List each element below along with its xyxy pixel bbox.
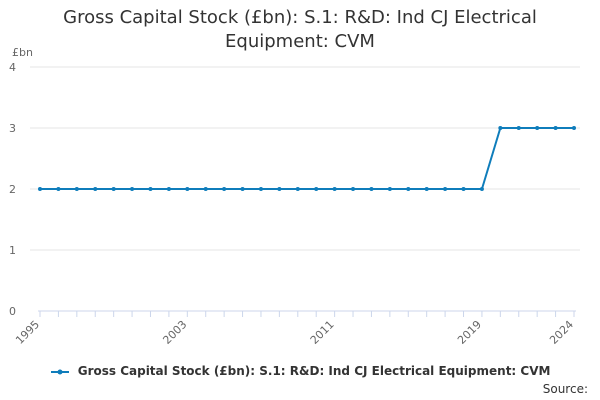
- source-label: Source:: [542, 382, 588, 396]
- chart-title-line-2: Equipment: CVM: [225, 31, 375, 52]
- data-point[interactable]: [572, 126, 576, 130]
- chart-title: Gross Capital Stock (£bn): S.1: R&D: Ind…: [0, 6, 600, 54]
- series-layer: [38, 126, 576, 191]
- data-point[interactable]: [38, 187, 42, 191]
- data-point[interactable]: [148, 187, 153, 191]
- data-point[interactable]: [166, 187, 171, 191]
- chart-legend[interactable]: Gross Capital Stock (£bn): S.1: R&D: Ind…: [0, 364, 600, 378]
- data-point[interactable]: [130, 187, 135, 191]
- y-tick-label: 0: [9, 305, 16, 318]
- data-point[interactable]: [203, 187, 208, 191]
- data-point[interactable]: [74, 187, 79, 191]
- data-point[interactable]: [406, 187, 411, 191]
- x-tick-label: 2019: [455, 318, 484, 347]
- data-point[interactable]: [240, 187, 245, 191]
- data-point[interactable]: [277, 187, 282, 191]
- chart-title-line-1: Gross Capital Stock (£bn): S.1: R&D: Ind…: [63, 7, 537, 28]
- data-point[interactable]: [111, 187, 116, 191]
- data-point[interactable]: [351, 187, 356, 191]
- data-point[interactable]: [461, 187, 466, 191]
- y-tick-label: 4: [9, 61, 16, 74]
- data-point[interactable]: [535, 126, 540, 130]
- data-point[interactable]: [56, 187, 61, 191]
- data-point[interactable]: [295, 187, 300, 191]
- data-point[interactable]: [332, 187, 337, 191]
- x-tick-label: 1995: [13, 318, 42, 347]
- legend-swatch-icon: [50, 369, 69, 374]
- series-line-0: [40, 127, 574, 190]
- data-point[interactable]: [498, 126, 503, 130]
- y-tick-label: 2: [9, 183, 16, 196]
- x-tick-label: 2011: [308, 318, 337, 347]
- data-point[interactable]: [553, 126, 558, 130]
- data-point[interactable]: [93, 187, 98, 191]
- x-tick-label: 2003: [160, 318, 189, 347]
- y-tick-label: 1: [9, 244, 16, 257]
- data-point[interactable]: [185, 187, 190, 191]
- data-point[interactable]: [424, 187, 429, 191]
- data-point[interactable]: [222, 187, 227, 191]
- data-point[interactable]: [387, 187, 392, 191]
- grid-lines: [30, 66, 580, 251]
- data-point[interactable]: [314, 187, 319, 191]
- y-tick-label: 3: [9, 122, 16, 135]
- y-axis-label: £bn: [12, 46, 33, 59]
- data-point[interactable]: [443, 187, 448, 191]
- data-point[interactable]: [258, 187, 263, 191]
- data-point[interactable]: [516, 126, 521, 130]
- axes: 0 1 2 3 4 £bn 1995 2003 2011 2019 2024: [9, 46, 576, 347]
- data-point[interactable]: [479, 187, 484, 191]
- legend-label: Gross Capital Stock (£bn): S.1: R&D: Ind…: [77, 364, 551, 378]
- x-tick-label: 2024: [547, 318, 576, 347]
- data-point[interactable]: [369, 187, 374, 191]
